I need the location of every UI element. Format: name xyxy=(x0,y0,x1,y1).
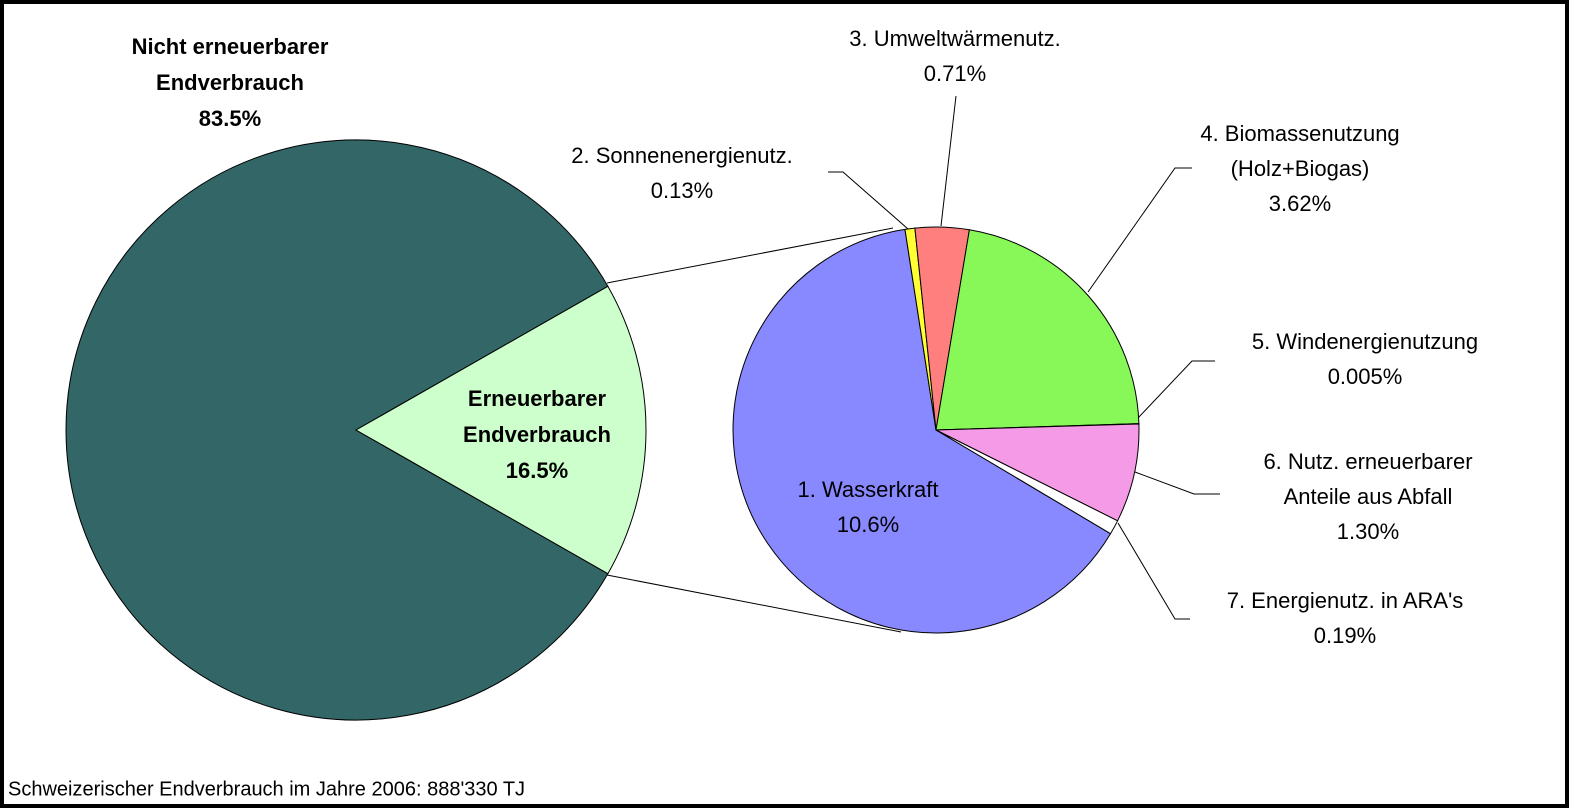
value-label: 83.5% xyxy=(199,106,261,131)
leader-line xyxy=(828,171,909,230)
slice-label: 6. Nutz. erneuerbarer xyxy=(1263,449,1472,474)
slice-label: (Holz+Biogas) xyxy=(1231,156,1370,181)
value-label: 0.71% xyxy=(924,61,986,86)
slice-label: Endverbrauch xyxy=(156,70,304,95)
leader-line xyxy=(1087,167,1192,293)
slice-label: 2. Sonnenenergienutz. xyxy=(571,143,792,168)
value-label: 0.13% xyxy=(651,178,713,203)
value-label: 16.5% xyxy=(506,458,568,483)
pie-slice xyxy=(935,423,1140,522)
slice-label: 5. Windenergienutzung xyxy=(1252,329,1478,354)
pie-slice xyxy=(732,228,1112,634)
slice-label: 1. Wasserkraft xyxy=(798,477,939,502)
connector xyxy=(606,227,894,284)
slice-label: 4. Biomassenutzung xyxy=(1200,121,1399,146)
slice-label: Nicht erneuerbarer xyxy=(132,34,329,59)
value-label: 1.30% xyxy=(1337,519,1399,544)
pie-slice xyxy=(935,429,1119,535)
footnote: Schweizerischer Endverbrauch im Jahre 20… xyxy=(8,778,525,800)
pie-slice xyxy=(65,139,609,721)
value-label: 10.6% xyxy=(837,512,899,537)
slice-label: Anteile aus Abfall xyxy=(1284,484,1453,509)
leader-line xyxy=(940,95,957,227)
leader-line xyxy=(1137,360,1215,419)
slice-label: Erneuerbarer xyxy=(468,386,607,411)
slice-label: 3. Umweltwärmenutz. xyxy=(849,26,1061,51)
pie-slice xyxy=(354,285,647,575)
leader-line xyxy=(1117,522,1190,620)
slice-label: Endverbrauch xyxy=(463,422,611,447)
value-label: 3.62% xyxy=(1269,191,1331,216)
leader-line xyxy=(1134,471,1220,495)
value-label: 0.005% xyxy=(1328,364,1403,389)
value-label: 0.19% xyxy=(1314,623,1376,648)
pie-slice xyxy=(935,229,1140,431)
slice-label: 7. Energienutz. in ARA's xyxy=(1227,588,1464,613)
connector xyxy=(606,574,902,633)
